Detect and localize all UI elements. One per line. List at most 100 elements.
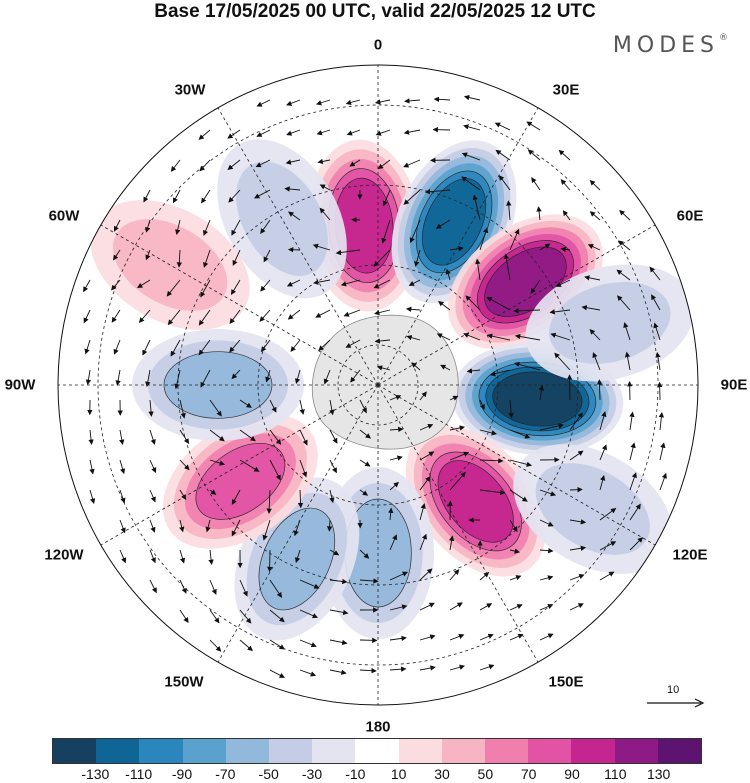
wind-arrow [313,279,331,285]
wind-arrow [145,249,151,261]
wind-arrow [419,602,435,611]
wind-arrow [509,228,520,251]
colorbar-segment [398,739,442,763]
wind-arrow [359,667,377,674]
wind-arrow [419,665,436,671]
wind-arrow [389,481,399,491]
wind-arrow [203,219,211,236]
lon-label-60e: 60E [676,207,704,225]
wind-arrow [465,295,481,311]
wind-arrow [297,489,304,509]
wind-arrow [83,309,91,324]
wind-arrow [408,279,421,286]
wind-arrow [84,339,91,355]
wind-arrow [539,519,554,527]
wind-arrow [256,129,271,137]
wind-arrow [88,429,94,445]
wind-arrow [389,455,403,461]
wind-arrow [149,549,156,564]
wind-arrow [554,352,571,371]
lon-label-30e: 30E [552,81,580,99]
wind-arrow [294,369,301,385]
wind-arrow [381,219,391,244]
colorbar-tick-label: 50 [477,766,494,782]
wind-arrow [461,152,481,161]
wind-arrow [89,489,96,505]
wind-arrow [231,519,241,537]
wind-arrow [231,489,241,505]
latitude-circle [337,344,419,426]
colorbar-tick-label: 30 [434,766,450,782]
meridian-line [100,224,379,386]
wind-arrow [269,459,281,481]
colorbar-segment [571,739,615,763]
wind-arrow [539,243,551,251]
wind-arrow [375,129,391,136]
colorbar-tick-label: -110 [125,766,153,782]
wind-arrow [411,362,421,371]
wind-arrow [527,149,541,161]
wind-arrow [479,633,494,641]
wind-arrow [359,578,379,584]
colorbar-segment [225,739,270,763]
wind-arrow [138,309,151,323]
wind-arrow [269,639,285,650]
wind-arrow [389,604,408,611]
wind-arrow [299,609,318,619]
wind-arrow [653,322,661,341]
wind-arrow [227,129,241,139]
wind-arrow [174,369,181,390]
wind-arrow [405,306,421,312]
wind-arrow [374,309,391,316]
wind-arrow [617,295,631,311]
wind-arrow [449,569,460,581]
wind-arrow [479,664,495,671]
wind-arrow [111,309,121,323]
wind-arrow [198,129,211,140]
wind-arrow [373,249,391,267]
wind-arrow [509,489,528,502]
wind-arrow [569,573,585,581]
wind-arrow [419,423,434,431]
wind-arrow [254,189,271,199]
wind-arrow [317,158,331,165]
wind-arrow [587,244,601,251]
wind-arrow [299,669,317,677]
wind-arrow [286,99,301,106]
wind-arrow [318,339,331,351]
wind-arrow [299,639,317,648]
wind-arrow [536,206,542,221]
wind-arrow [137,279,151,289]
wind-arrow [329,639,348,646]
wind-arrow [179,519,185,533]
wind-arrow [560,179,571,191]
wind-arrow [419,503,426,521]
wind-arrow [509,519,518,533]
colorbar-tick-label: 70 [520,766,537,782]
lon-label-150e: 150E [548,673,584,691]
wind-arrow [179,489,187,501]
wind-arrow [149,579,157,594]
colorbar-segment [96,739,140,763]
wind-arrow [566,374,573,401]
wind-arrow [209,429,225,442]
wind-arrow [179,609,189,624]
wind-arrow [623,322,631,341]
wind-arrow [449,471,466,491]
wind-arrow [624,351,631,371]
colorbar-tick-label: -50 [258,766,279,782]
wind-arrow [201,189,211,204]
wind-arrow [315,309,331,318]
wind-arrow [209,399,222,417]
wind-arrow [166,279,181,297]
wind-arrow [419,533,427,551]
wind-arrow [498,174,511,191]
wind-arrow [260,219,271,234]
wind-arrow [312,243,331,251]
wind-arrow [486,296,511,311]
wind-arrow [550,332,571,341]
wind-arrow [145,219,151,233]
wind-arrow [403,159,421,168]
wind-arrow [414,249,421,267]
wind-arrow [655,351,661,371]
